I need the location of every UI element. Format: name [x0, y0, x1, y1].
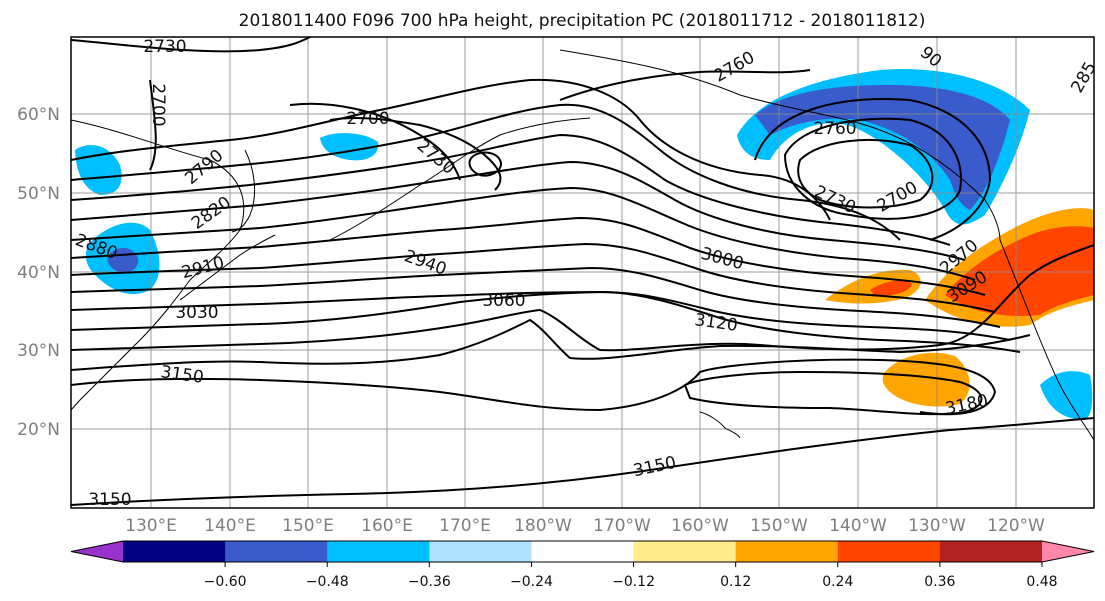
- colorbar-tick-label: 0.12: [720, 574, 751, 590]
- lon-label: 160°W: [671, 516, 729, 536]
- colorbar-segment: [939, 541, 1043, 562]
- colorbar-tick-label: −0.24: [510, 574, 553, 590]
- map-title: 2018011400 F096 700 hPa height, precipit…: [239, 11, 926, 31]
- lat-label: 20°N: [17, 420, 60, 440]
- lon-label: 140°E: [204, 516, 256, 536]
- contour-label: 2760: [813, 119, 856, 139]
- contour-3180: [683, 370, 983, 416]
- lon-label: 130°W: [908, 516, 966, 536]
- coastline-alaska: [559, 49, 1001, 241]
- contour-label: 3150: [88, 490, 131, 510]
- lon-label: 160°E: [361, 516, 413, 536]
- contour-3090: [70, 244, 1095, 352]
- precip-shading: [75, 69, 1094, 420]
- colorbar-segment: [531, 541, 635, 562]
- contour-label: 2730: [143, 37, 186, 57]
- contour-2940: [70, 216, 986, 296]
- contour-2880: [70, 160, 966, 261]
- contour-3150-south: [70, 417, 1095, 506]
- colorbar-segment: [633, 541, 737, 562]
- lon-label: 180°W: [514, 516, 572, 536]
- contour-2970: [70, 242, 996, 313]
- contour-label: 2700: [148, 83, 168, 126]
- colorbar-segment: [225, 541, 328, 562]
- contour-label: 2700: [346, 109, 389, 129]
- lon-label: 150°W: [750, 516, 808, 536]
- contour-3060: [70, 290, 1021, 353]
- contour-3150: [70, 358, 997, 416]
- precip-pos-pacific-streak: [825, 269, 921, 304]
- colorbar-outline: [70, 540, 1095, 563]
- colorbar-tick-label: 0.24: [822, 574, 853, 590]
- lat-label: 50°N: [17, 184, 60, 204]
- colorbar-segment: [735, 541, 839, 562]
- coastline-hawaii: [699, 411, 741, 439]
- contour-2910: [70, 186, 976, 281]
- longitude-labels: 130°E 140°E 150°E 160°E 170°E 180°W 170°…: [125, 516, 1045, 536]
- contour-2730-north: [289, 102, 461, 181]
- colorbar-tick-label: −0.12: [612, 574, 655, 590]
- contour-2700-west: [149, 79, 157, 171]
- map-frame: [70, 36, 1095, 509]
- lon-label: 140°W: [829, 516, 887, 536]
- contour-2850: [70, 133, 951, 246]
- lat-label: 40°N: [17, 263, 60, 283]
- contour-2760-north: [559, 69, 811, 101]
- contour-2730-nw: [70, 36, 311, 53]
- contour-2790: [70, 78, 831, 221]
- colorbar-tick-label: 0.36: [924, 574, 955, 590]
- lat-label: 60°N: [17, 105, 60, 125]
- lon-label: 120°W: [987, 516, 1045, 536]
- contour-2760-alaska: [754, 98, 992, 241]
- contour-label: 3060: [482, 291, 525, 311]
- height-contours: [70, 36, 1095, 506]
- lat-label: 30°N: [17, 341, 60, 361]
- contour-label: 3030: [175, 303, 218, 323]
- contour-2820: [70, 103, 901, 241]
- colorbar-tick-label: 0.48: [1026, 574, 1057, 590]
- latitude-labels: 60°N 50°N 40°N 30°N 20°N: [17, 105, 60, 440]
- lon-label: 170°W: [593, 516, 651, 536]
- colorbar-segment: [429, 541, 532, 562]
- colorbar-tick-label: −0.48: [306, 574, 349, 590]
- colorbar-extend-max: [1042, 541, 1094, 562]
- contour-3120: [70, 318, 1031, 371]
- precip-neg-alaska-inner: [755, 85, 1010, 210]
- contour-2700-north: [329, 116, 502, 191]
- map-panel: 2730 2700 2760 2700 2730 2760 2730 2700 …: [70, 36, 1101, 510]
- graticule: [71, 37, 1094, 508]
- coastline-north-america: [999, 239, 1095, 441]
- colorbar-tick-label: −0.60: [204, 574, 247, 590]
- coastline-aleutians: [329, 117, 591, 241]
- colorbar-segment: [837, 541, 941, 562]
- lon-label: 170°E: [439, 516, 491, 536]
- contour-3000: [70, 266, 1001, 328]
- colorbar-segment: [327, 541, 430, 562]
- lon-label: 150°E: [282, 516, 334, 536]
- colorbar-extend-min: [71, 541, 123, 562]
- precip-pos-pacific-streak-inner: [870, 280, 912, 296]
- colorbar: −0.60 −0.48 −0.36 −0.24 −0.12 0.12 0.24 0.36 0.4…: [70, 540, 1095, 590]
- colorbar-tick-label: −0.36: [408, 574, 451, 590]
- lon-label: 130°E: [125, 516, 177, 536]
- colorbar-segment: [123, 541, 226, 562]
